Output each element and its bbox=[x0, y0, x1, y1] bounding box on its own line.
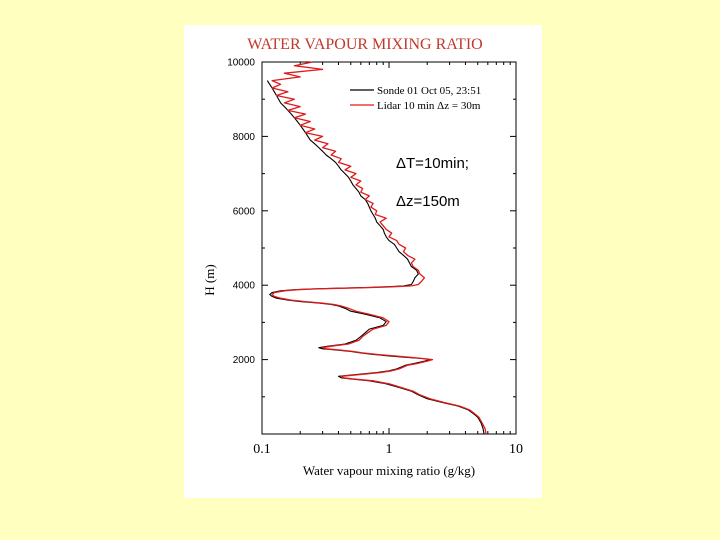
y-tick-label: 6000 bbox=[233, 206, 256, 217]
x-axis-label: Water vapour mixing ratio (g/kg) bbox=[303, 463, 475, 478]
chart-title: WATER VAPOUR MIXING RATIO bbox=[247, 36, 482, 53]
plot-frame bbox=[261, 61, 517, 435]
chart: WATER VAPOUR MIXING RATIO 2000 4000 6000 80… bbox=[202, 36, 523, 478]
legend-label-sonde: Sonde 01 Oct 05, 23:51 bbox=[377, 85, 481, 97]
y-tick-label: 10000 bbox=[227, 58, 255, 69]
annotation-delta-t: ΔT=10min; bbox=[396, 155, 469, 172]
x-tick-label: 10 bbox=[509, 442, 523, 457]
y-tick-label: 8000 bbox=[233, 132, 256, 143]
y-tick-label: 2000 bbox=[233, 355, 256, 366]
y-tick-label: 4000 bbox=[233, 281, 256, 292]
lidar-profile-line bbox=[271, 61, 487, 435]
x-tick-label: 0.1 bbox=[253, 442, 271, 457]
chart-panel: WATER VAPOUR MIXING RATIO 2000 4000 6000 80… bbox=[184, 25, 542, 498]
lines-layer bbox=[266, 61, 487, 435]
y-axis-label: H (m) bbox=[202, 264, 217, 295]
x-tick-label: 1 bbox=[386, 442, 393, 457]
legend-label-lidar: Lidar 10 min Δz = 30m bbox=[377, 100, 481, 112]
ticks-layer: 2000 4000 6000 8000 10000 0.1 1 10 bbox=[227, 58, 523, 458]
annotation-delta-z: Δz=150m bbox=[396, 193, 460, 210]
legend: Sonde 01 Oct 05, 23:51 Lidar 10 min Δz =… bbox=[350, 85, 481, 112]
